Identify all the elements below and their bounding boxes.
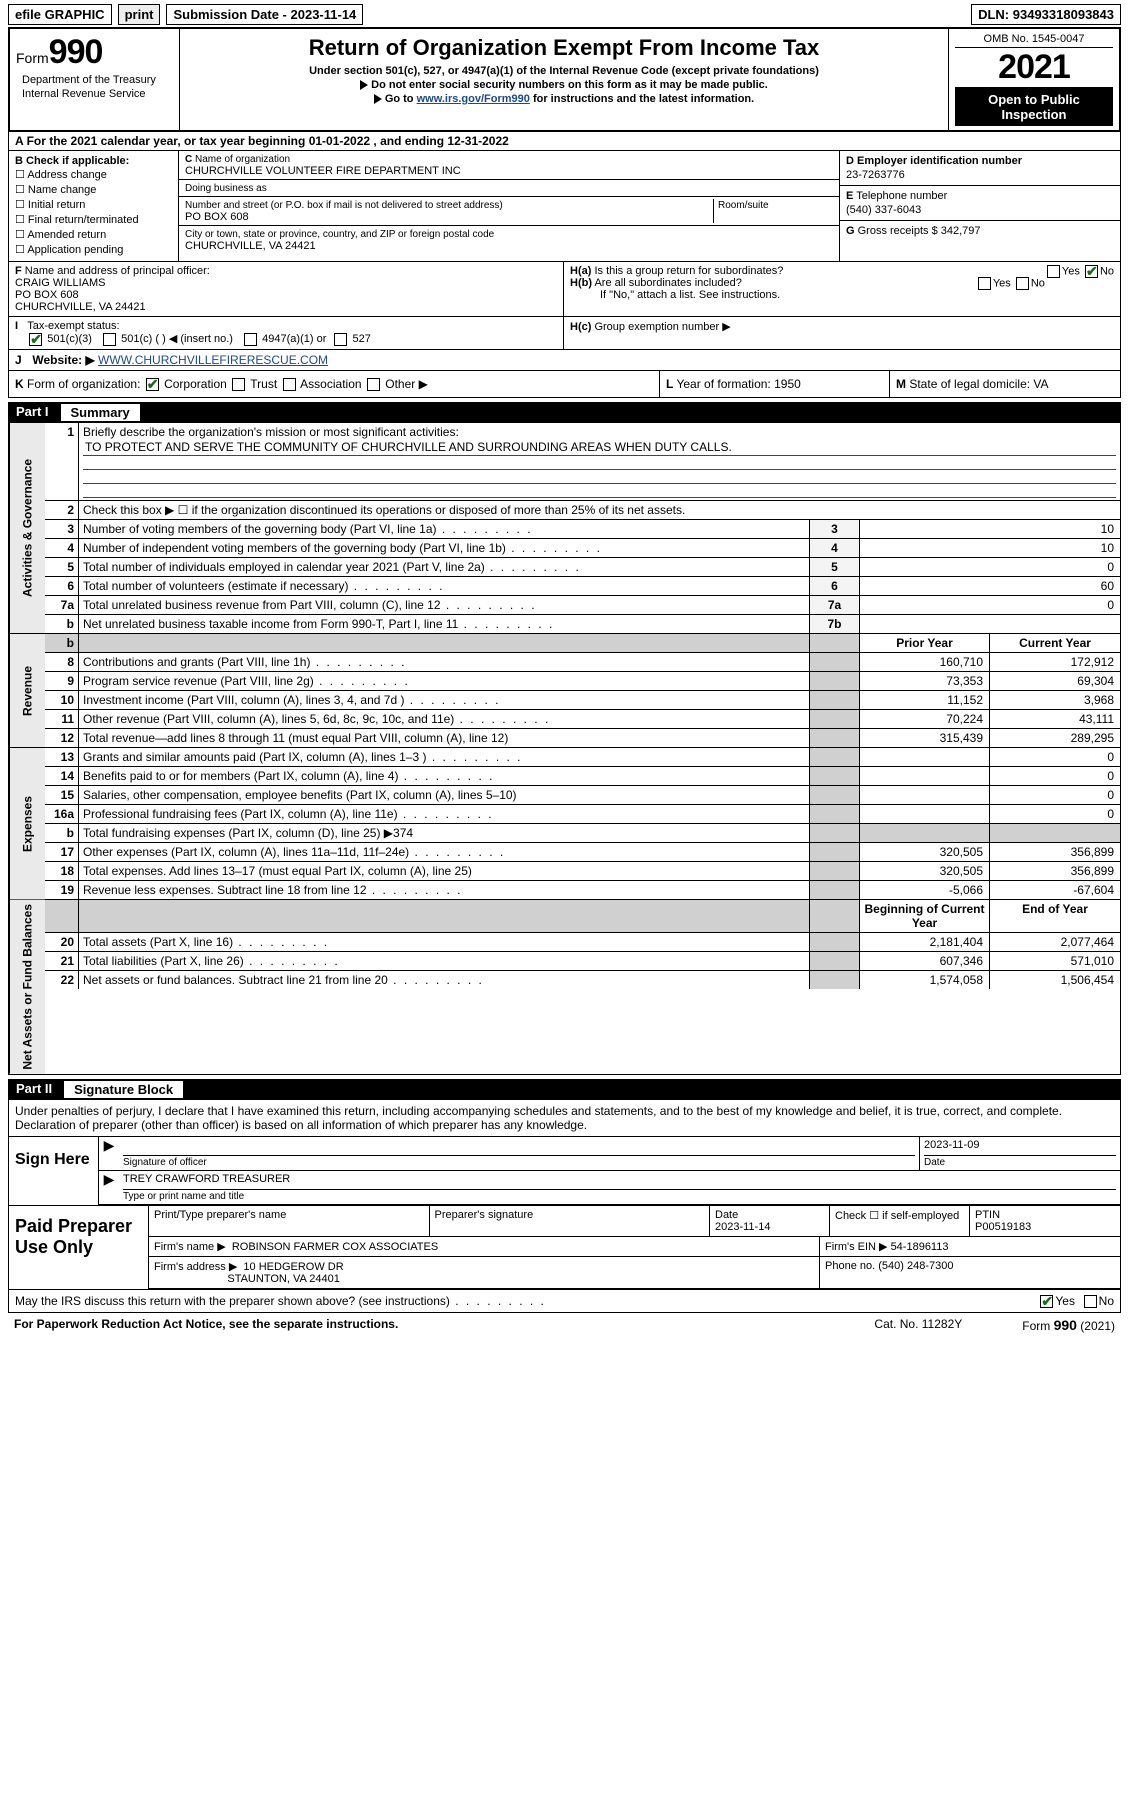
state-domicile: VA [1033, 377, 1048, 391]
discuss-row: May the IRS discuss this return with the… [8, 1290, 1121, 1313]
section-revenue: Revenue bPrior YearCurrent Year 8Contrib… [8, 634, 1121, 748]
omb-number: OMB No. 1545-0047 [955, 33, 1113, 48]
ptin: P00519183 [975, 1221, 1031, 1233]
sig-arrow-icon: ▶ [99, 1137, 119, 1170]
row-j: J Website: ▶ WWW.CHURCHVILLEFIRERESCUE.C… [8, 350, 1121, 371]
cat-no: Cat. No. 11282Y [874, 1317, 962, 1333]
part-i-header: Part ISummary [8, 402, 1121, 423]
city: CHURCHVILLE, VA 24421 [185, 240, 316, 252]
website-link[interactable]: WWW.CHURCHVILLEFIRERESCUE.COM [98, 353, 328, 367]
paid-preparer-block: Paid Preparer Use Only Print/Type prepar… [8, 1206, 1121, 1290]
firm-ein: 54-1896113 [891, 1241, 949, 1253]
irs-label: Internal Revenue Service [16, 86, 173, 100]
form-title: Return of Organization Exempt From Incom… [186, 35, 942, 61]
chk-amended-return[interactable]: ☐ Amended return [15, 227, 172, 242]
chk-assoc[interactable] [283, 378, 296, 391]
paid-preparer-label: Paid Preparer Use Only [9, 1206, 149, 1289]
side-expenses: Expenses [9, 748, 45, 899]
sig-date: 2023-11-09 [924, 1139, 1116, 1155]
print-button[interactable]: print [118, 4, 161, 25]
section-net-assets: Net Assets or Fund Balances Beginning of… [8, 900, 1121, 1075]
chk-527[interactable] [334, 333, 347, 346]
open-to-public: Open to Public Inspection [955, 87, 1113, 126]
firm-name: ROBINSON FARMER COX ASSOCIATES [232, 1241, 438, 1253]
firm-address: 10 HEDGEROW DR [243, 1261, 343, 1273]
perjury-declaration: Under penalties of perjury, I declare th… [8, 1100, 1121, 1137]
tax-year: 2021 [955, 48, 1113, 87]
prep-date: 2023-11-14 [715, 1221, 770, 1233]
irs-link[interactable]: www.irs.gov/Form990 [417, 93, 530, 105]
header-title-cell: Return of Organization Exempt From Incom… [180, 29, 949, 130]
side-governance: Activities & Governance [9, 423, 45, 633]
mission-text: TO PROTECT AND SERVE THE COMMUNITY OF CH… [83, 439, 1116, 456]
instructions-link-line: Go to www.irs.gov/Form990 for instructio… [186, 93, 942, 105]
section-governance: Activities & Governance 1 Briefly descri… [8, 423, 1121, 634]
header-right-cell: OMB No. 1545-0047 2021 Open to Public In… [949, 29, 1119, 130]
chk-initial-return[interactable]: ☐ Initial return [15, 197, 172, 212]
discuss-no[interactable] [1084, 1295, 1097, 1308]
row-f-h: F Name and address of principal officer:… [8, 262, 1121, 317]
page-footer: For Paperwork Reduction Act Notice, see … [8, 1313, 1121, 1337]
officer-printed: TREY CRAWFORD TREASURER [123, 1173, 1116, 1189]
dept-treasury: Department of the Treasury [16, 72, 173, 86]
line-a: A For the 2021 calendar year, or tax yea… [8, 132, 1121, 151]
form-subtitle: Under section 501(c), 527, or 4947(a)(1)… [186, 65, 942, 77]
part-ii-header: Part IISignature Block [8, 1079, 1121, 1100]
chk-name-change[interactable]: ☐ Name change [15, 182, 172, 197]
block-bcd: B Check if applicable: ☐ Address change … [8, 151, 1121, 262]
org-name: CHURCHVILLE VOLUNTEER FIRE DEPARTMENT IN… [185, 165, 461, 177]
telephone: (540) 337-6043 [846, 202, 1114, 216]
row-i-hc: I Tax-exempt status: 501(c)(3) 501(c) ( … [8, 317, 1121, 350]
form-number-cell: Form990 Department of the Treasury Inter… [10, 29, 180, 130]
street: PO BOX 608 [185, 211, 249, 223]
col-d: D Employer identification number23-72637… [840, 151, 1120, 261]
gross-receipts: 342,797 [941, 225, 981, 237]
side-revenue: Revenue [9, 634, 45, 747]
name-arrow-icon: ▶ [99, 1171, 119, 1204]
chk-other[interactable] [367, 378, 380, 391]
ein: 23-7263776 [846, 167, 1114, 181]
col-c: C Name of organizationCHURCHVILLE VOLUNT… [179, 151, 840, 261]
officer-name: CRAIG WILLIAMS [15, 277, 105, 289]
hb-yes[interactable] [978, 277, 991, 290]
year-formation: 1950 [774, 377, 801, 391]
efile-label: efile GRAPHIC [8, 4, 112, 25]
discuss-yes[interactable] [1040, 1295, 1053, 1308]
ha-no[interactable] [1085, 265, 1098, 278]
ssn-warning: Do not enter social security numbers on … [186, 79, 942, 91]
chk-501c[interactable] [103, 333, 116, 346]
top-bar: efile GRAPHIC print Submission Date - 20… [8, 4, 1121, 25]
chk-address-change[interactable]: ☐ Address change [15, 167, 172, 182]
section-expenses: Expenses 13Grants and similar amounts pa… [8, 748, 1121, 900]
chk-501c3[interactable] [29, 333, 42, 346]
sign-here-label: Sign Here [9, 1137, 99, 1205]
chk-corp[interactable] [146, 378, 159, 391]
dln: DLN: 93493318093843 [971, 4, 1121, 25]
col-b: B Check if applicable: ☐ Address change … [9, 151, 179, 261]
form-footer: Form 990 (2021) [1022, 1317, 1115, 1333]
hb-no[interactable] [1016, 277, 1029, 290]
chk-trust[interactable] [232, 378, 245, 391]
side-net-assets: Net Assets or Fund Balances [9, 900, 45, 1074]
form-header: Form990 Department of the Treasury Inter… [8, 27, 1121, 132]
row-klm: K Form of organization: Corporation Trus… [8, 371, 1121, 398]
submission-date: Submission Date - 2023-11-14 [166, 4, 363, 25]
chk-final-return[interactable]: ☐ Final return/terminated [15, 212, 172, 227]
ha-yes[interactable] [1047, 265, 1060, 278]
firm-phone: (540) 248-7300 [878, 1260, 953, 1272]
chk-application-pending[interactable]: ☐ Application pending [15, 242, 172, 257]
sign-here-block: Sign Here ▶ Signature of officer 2023-11… [8, 1137, 1121, 1206]
chk-4947[interactable] [244, 333, 257, 346]
